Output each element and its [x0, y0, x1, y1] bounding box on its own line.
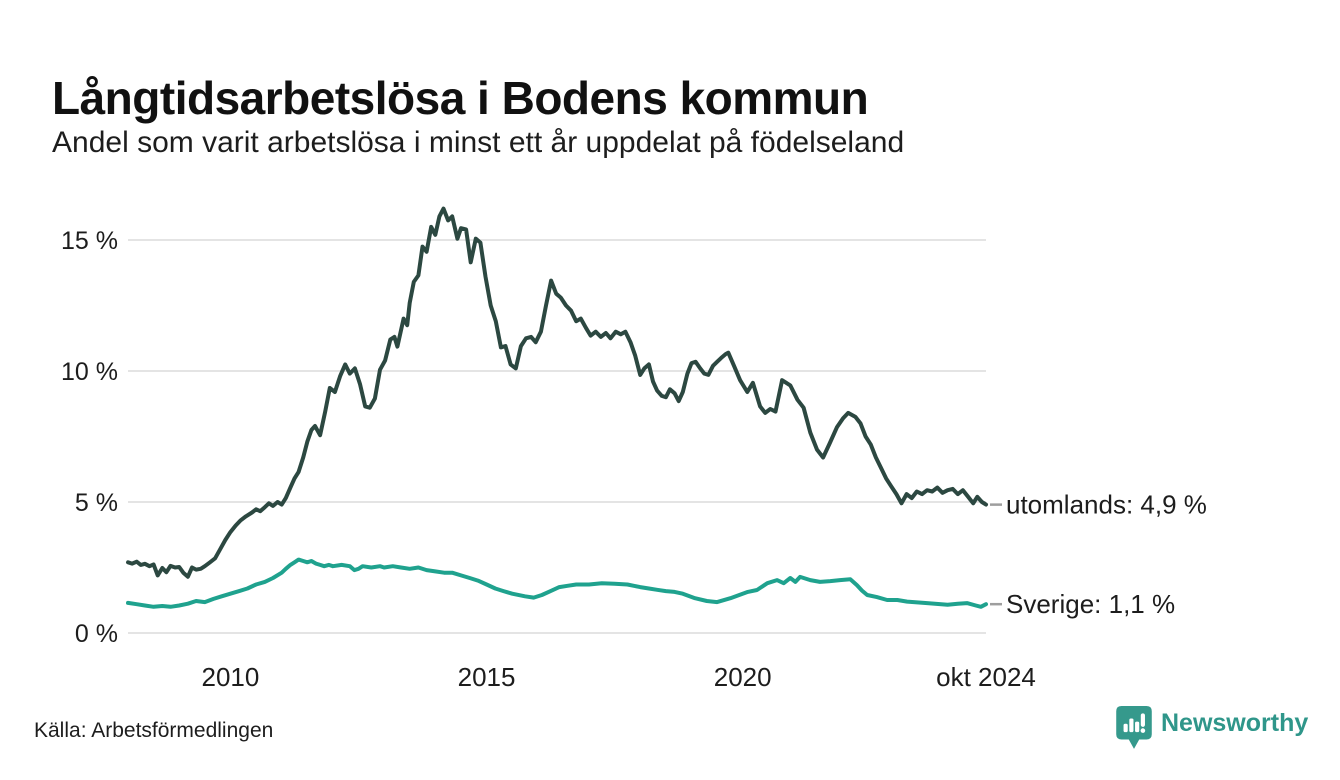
y-axis-tick-label: 15 % — [61, 227, 118, 255]
series-end-label-Sverige: Sverige: 1,1 % — [1006, 589, 1175, 619]
newsworthy-logo: Newsworthy — [1116, 706, 1308, 752]
newsworthy-logo-text: Newsworthy — [1161, 709, 1309, 737]
y-axis-tick-label: 10 % — [61, 358, 118, 386]
x-axis-tick-label: 2015 — [458, 662, 516, 692]
x-axis-tick-label: okt 2024 — [936, 662, 1036, 692]
logo-bubble-shape — [1116, 706, 1152, 749]
chart-title: Långtidsarbetslösa i Bodens kommun — [52, 71, 869, 124]
logo-exclamation-bar — [1140, 713, 1145, 727]
series-end-label-utomlands: utomlands: 4,9 % — [1006, 490, 1207, 520]
logo-exclamation-dot — [1140, 728, 1146, 733]
logo-bar-3 — [1135, 721, 1140, 733]
x-axis-tick-label: 2020 — [714, 662, 772, 692]
newsworthy-logo-icon — [1116, 706, 1152, 749]
x-axis-tick-label: 2010 — [202, 662, 260, 692]
chart-subtitle: Andel som varit arbetslösa i minst ett å… — [52, 126, 905, 159]
y-axis-tick-label: 0 % — [75, 620, 118, 648]
y-axis-tick-label: 5 % — [75, 489, 118, 517]
logo-bar-2 — [1129, 718, 1134, 733]
series-line-utomlands — [126, 206, 988, 579]
logo-bar-1 — [1123, 723, 1128, 733]
source-note: Källa: Arbetsförmedlingen — [34, 719, 274, 742]
series-line-Sverige — [126, 557, 988, 609]
